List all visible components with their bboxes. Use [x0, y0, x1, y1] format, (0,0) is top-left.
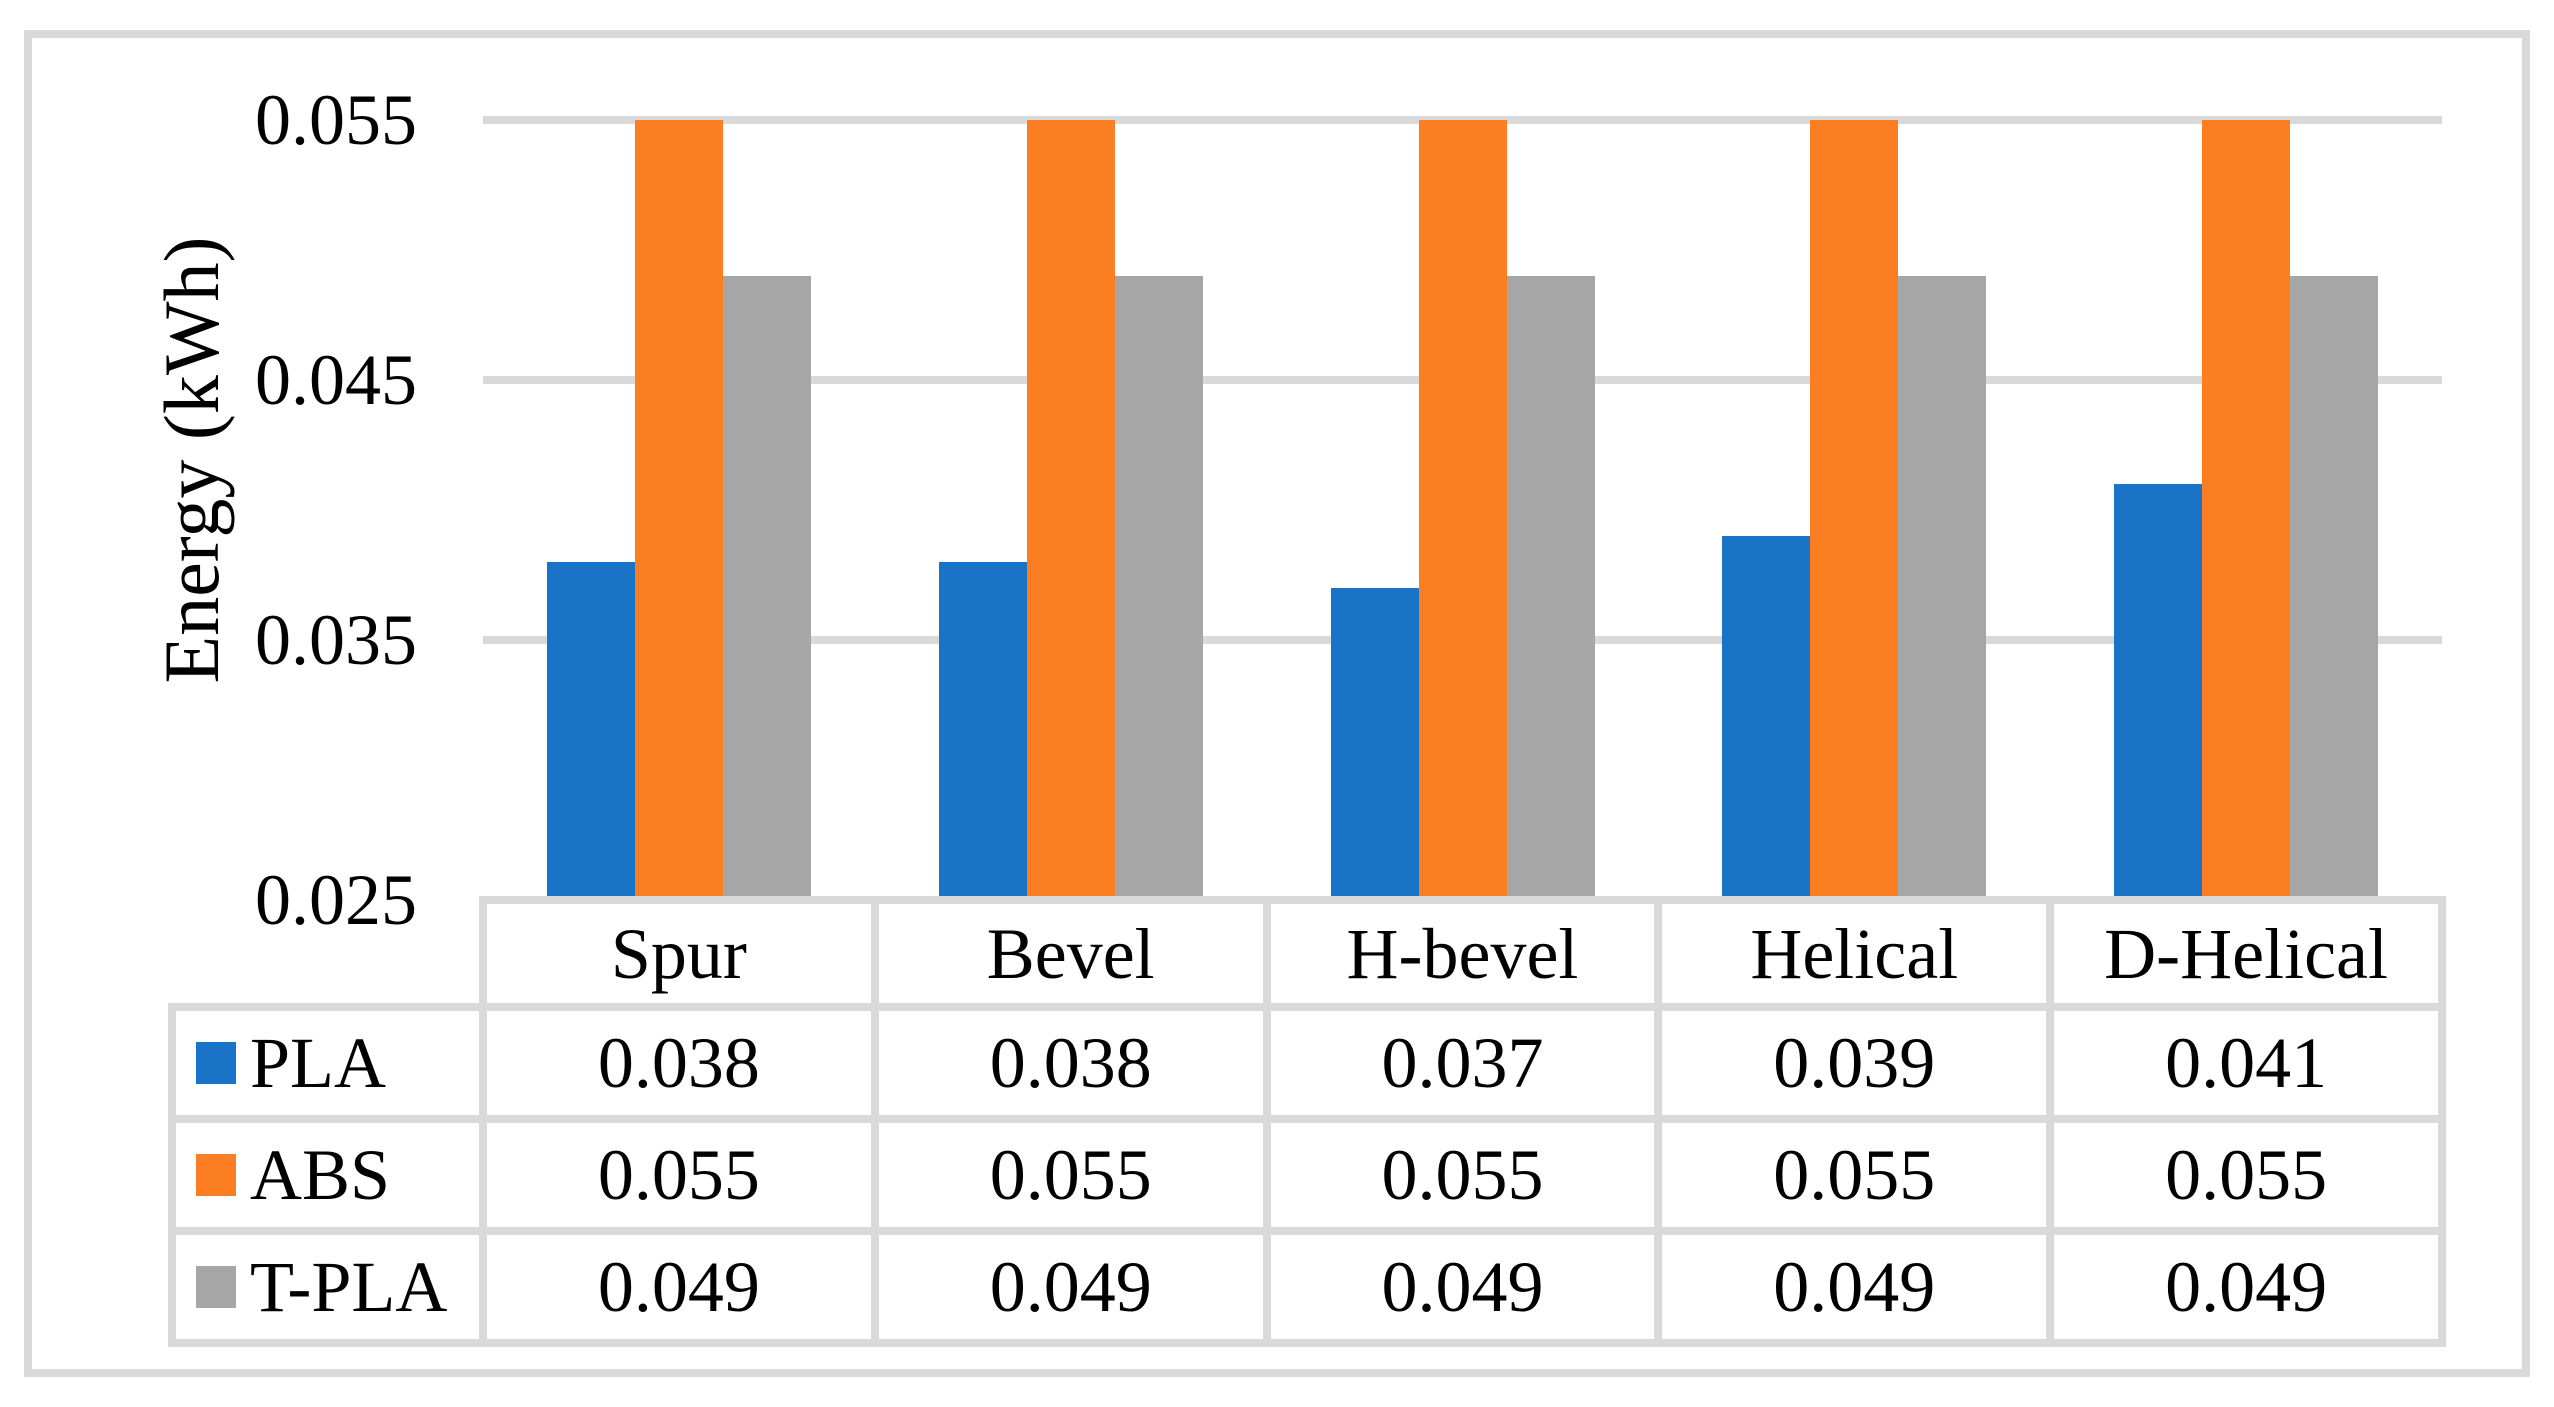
bar-pla-d-helical — [2114, 484, 2203, 896]
value-cell-abs-d-helical: 0.055 — [2046, 1115, 2446, 1235]
bar-t-pla-d-helical — [2290, 276, 2379, 896]
legend-swatch-t-pla — [196, 1266, 236, 1308]
bar-pla-spur — [546, 562, 635, 896]
value-cell-abs-h-bevel: 0.055 — [1262, 1115, 1663, 1235]
y-tick-label: 0.055 — [255, 80, 417, 160]
legend-cell: PLA — [168, 1003, 487, 1123]
value-cell-abs-spur: 0.055 — [479, 1115, 879, 1235]
series-name: ABS — [250, 1135, 391, 1215]
bar-pla-h-bevel — [1330, 588, 1419, 896]
value-cell-pla-d-helical: 0.041 — [2046, 1003, 2446, 1123]
value-cell-pla-bevel: 0.038 — [870, 1003, 1271, 1123]
legend-swatch-pla — [196, 1042, 236, 1084]
category-header-cell: Spur — [479, 896, 879, 1011]
bar-t-pla-spur — [722, 276, 811, 896]
legend-cell: T-PLA — [168, 1227, 487, 1347]
bar-abs-helical — [1810, 120, 1899, 896]
series-name: PLA — [250, 1023, 387, 1103]
bar-t-pla-helical — [1898, 276, 1987, 896]
bar-abs-d-helical — [2202, 120, 2291, 896]
value-cell-abs-helical: 0.055 — [1654, 1115, 2055, 1235]
chart-frame — [24, 30, 2530, 1377]
category-header-cell: D-Helical — [2046, 896, 2446, 1011]
value-cell-abs-bevel: 0.055 — [870, 1115, 1271, 1235]
bar-abs-bevel — [1026, 120, 1115, 896]
legend-cell: ABS — [168, 1115, 487, 1235]
category-header-cell: Bevel — [870, 896, 1271, 1011]
category-header-cell: Helical — [1654, 896, 2055, 1011]
bar-t-pla-bevel — [1114, 276, 1203, 896]
y-tick-label: 0.035 — [255, 600, 417, 680]
series-name: T-PLA — [250, 1247, 448, 1327]
bar-pla-helical — [1722, 536, 1811, 896]
y-tick-label: 0.045 — [255, 340, 417, 420]
value-cell-t-pla-spur: 0.049 — [479, 1227, 879, 1347]
bar-pla-bevel — [938, 562, 1027, 896]
category-header-cell: H-bevel — [1262, 896, 1663, 1011]
value-cell-t-pla-h-bevel: 0.049 — [1262, 1227, 1663, 1347]
bar-t-pla-h-bevel — [1506, 276, 1595, 896]
value-cell-pla-spur: 0.038 — [479, 1003, 879, 1123]
value-cell-t-pla-bevel: 0.049 — [870, 1227, 1271, 1347]
value-cell-t-pla-d-helical: 0.049 — [2046, 1227, 2446, 1347]
value-cell-pla-h-bevel: 0.037 — [1262, 1003, 1663, 1123]
value-cell-t-pla-helical: 0.049 — [1654, 1227, 2055, 1347]
y-tick-label: 0.025 — [255, 860, 417, 940]
bar-abs-h-bevel — [1418, 120, 1507, 896]
value-cell-pla-helical: 0.039 — [1654, 1003, 2055, 1123]
legend-swatch-abs — [196, 1154, 236, 1196]
bar-abs-spur — [634, 120, 723, 896]
